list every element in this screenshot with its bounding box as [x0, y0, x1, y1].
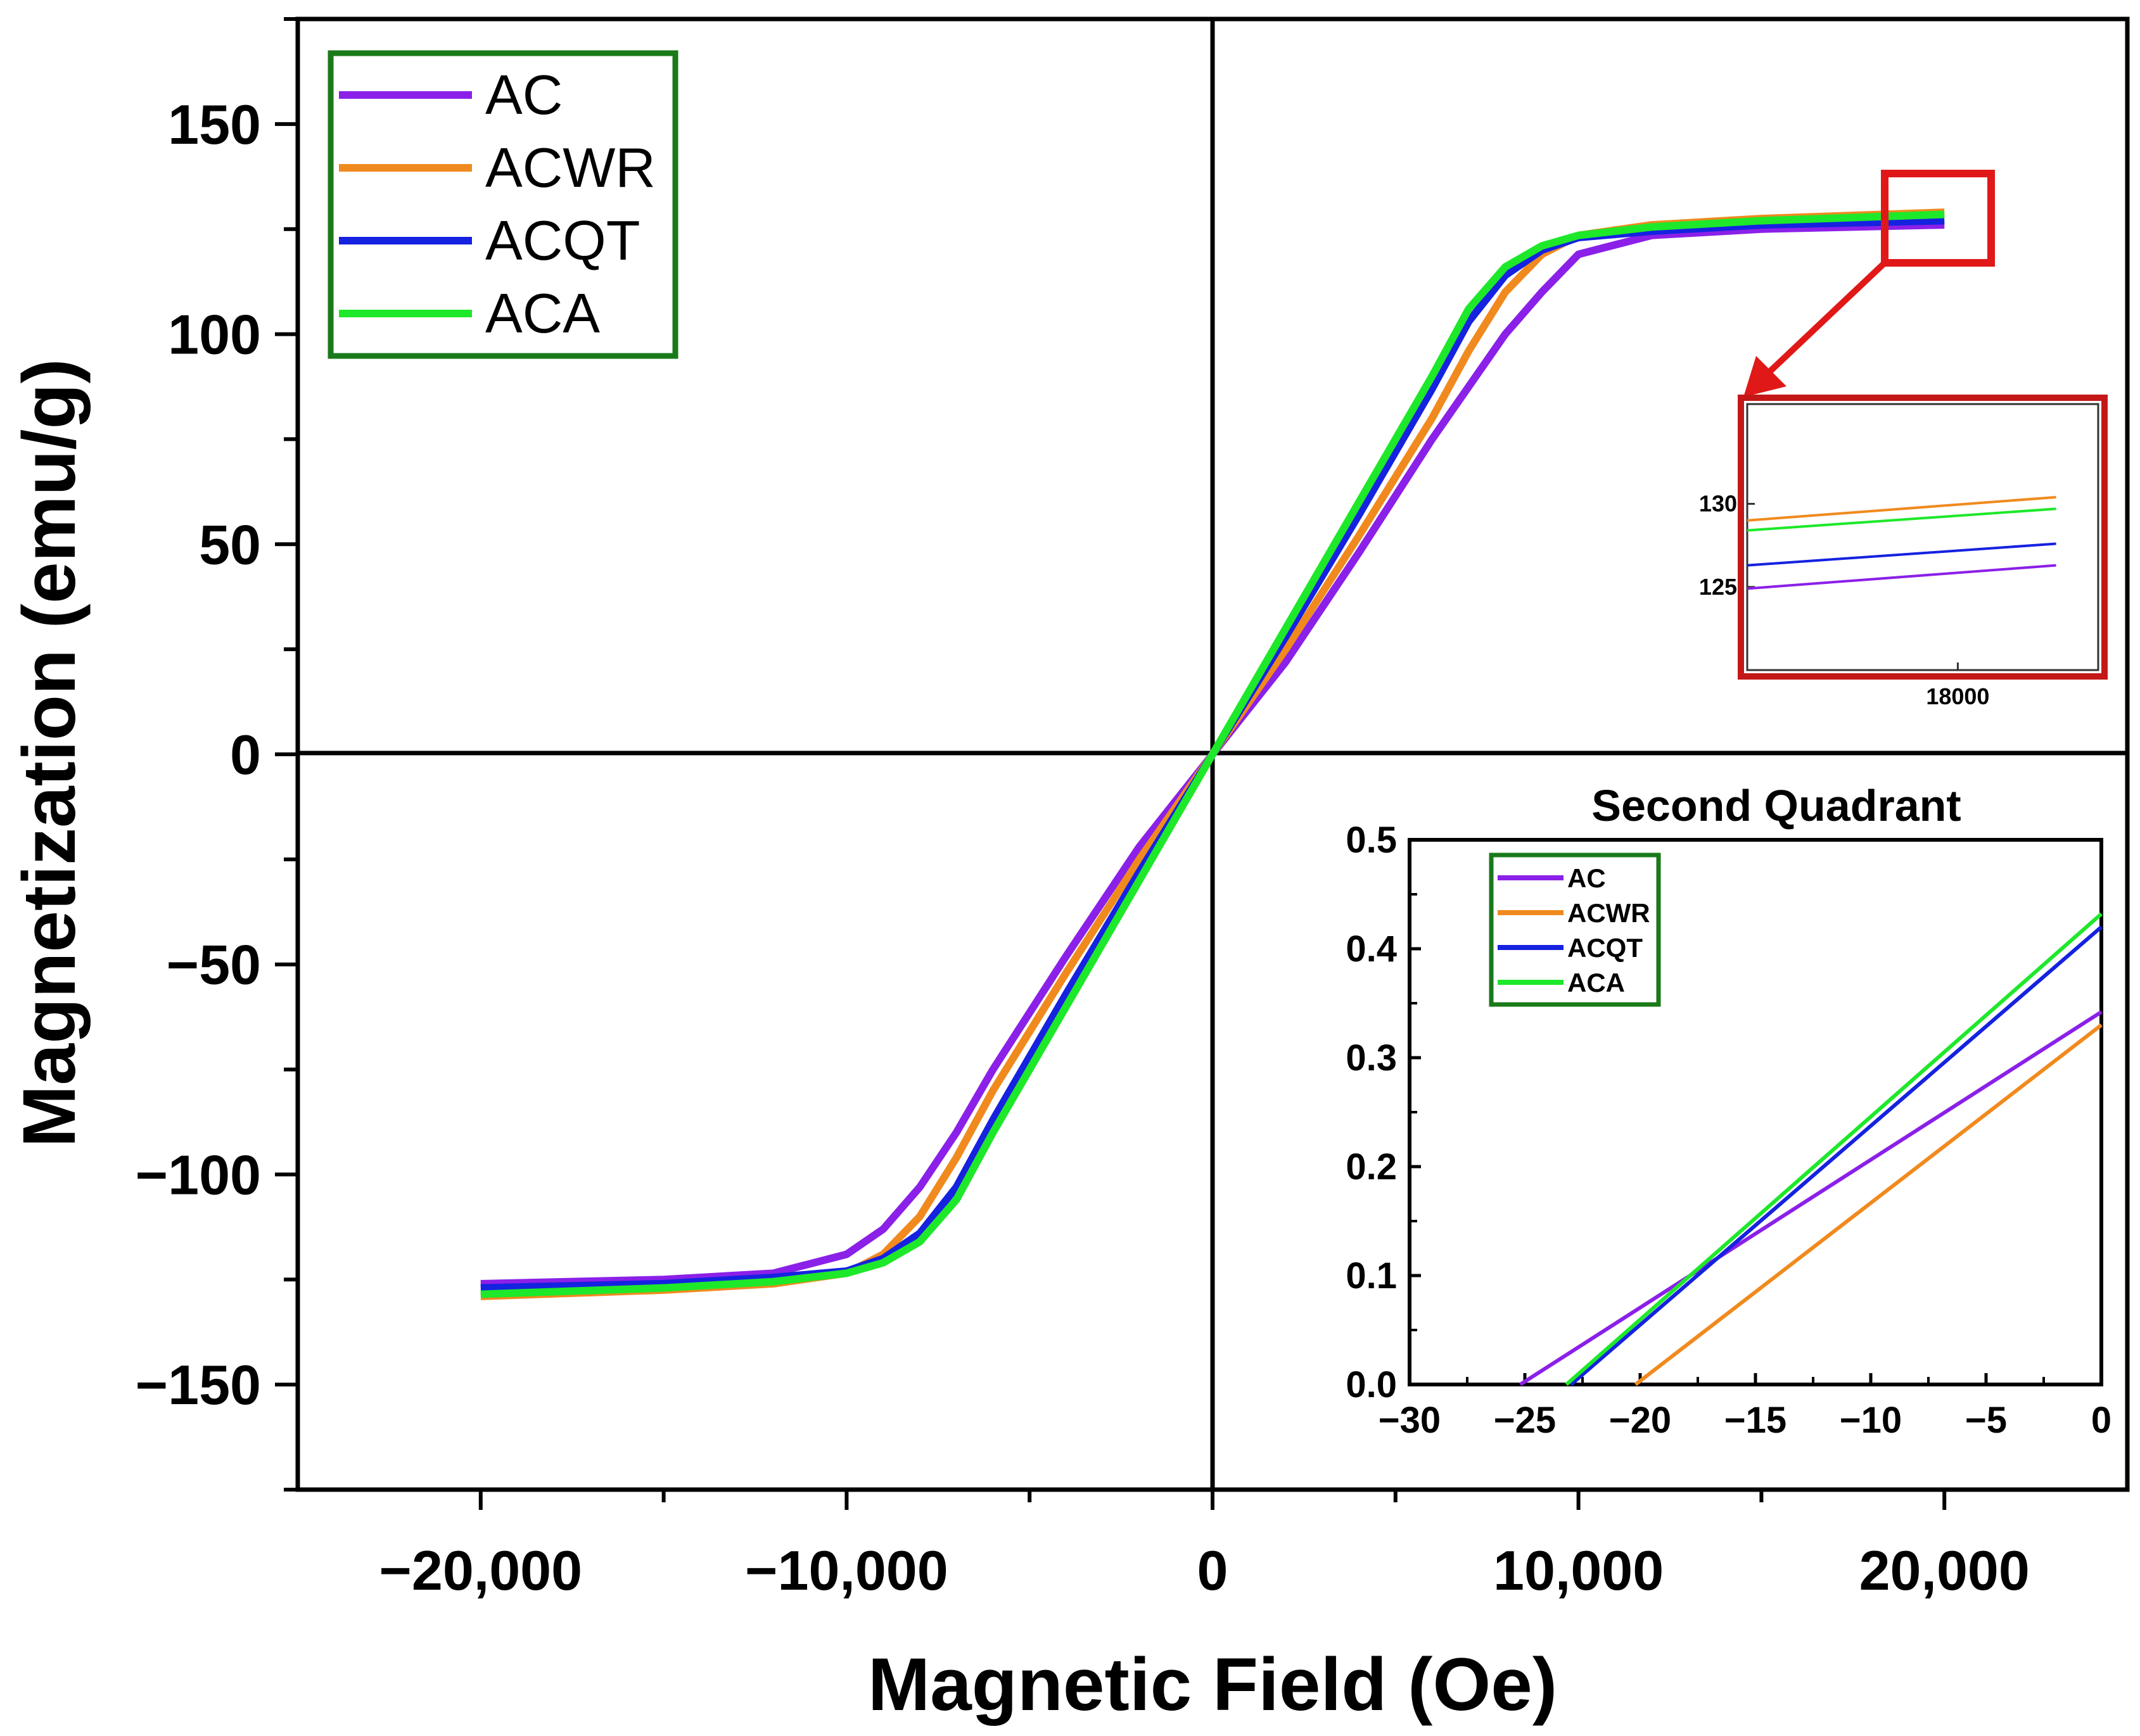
- quad-y-tick-label: 0.5: [1346, 820, 1397, 861]
- main-legend: AC ACWR ACQT ACA: [328, 50, 678, 359]
- quad-series-line-acqt: [1569, 925, 2103, 1386]
- quad-series-line-acwr: [1634, 1023, 2103, 1386]
- legend-label-aca: ACA: [485, 282, 600, 345]
- zoom-arrow-line: [1765, 260, 1887, 376]
- zoom-marker: [1743, 170, 1995, 397]
- zoom-inset: 130 125 18000: [1699, 395, 2108, 710]
- quad-x-tick-label: −20: [1609, 1400, 1671, 1441]
- zoom-series-line-acwr: [1747, 496, 2056, 522]
- quad-series-line-aca: [1565, 912, 2103, 1386]
- zoom-inset-inner-frame: [1746, 403, 2099, 671]
- x-tick-label: 20,000: [1859, 1539, 2030, 1602]
- quad-legend-label-ac: AC: [1567, 863, 1606, 893]
- quad-y-tick-label: 0.3: [1346, 1037, 1397, 1079]
- y-tick-label: 100: [168, 303, 261, 366]
- legend-label-ac: AC: [485, 63, 563, 126]
- y-tick-label: −100: [136, 1143, 261, 1206]
- zoom-region-box: [1881, 170, 1995, 267]
- zoom-series-line-aca: [1747, 507, 2056, 532]
- zoom-y-tick-label: 130: [1699, 491, 1737, 517]
- quad-y-tick-label: 0.1: [1346, 1255, 1397, 1296]
- quad-x-tick-label: −10: [1840, 1400, 1902, 1441]
- zoom-arrow-head: [1743, 356, 1787, 397]
- second-quadrant-legend: AC ACWR ACQT ACA: [1489, 852, 1661, 1007]
- main-plot: −20,000 −10,000 0 10,000 20,000150100500−50−…: [8, 16, 2130, 1726]
- x-tick-label: −10,000: [745, 1539, 948, 1602]
- quad-series-line-ac: [1519, 1010, 2103, 1386]
- zoom-x-tick-label: 18000: [1926, 683, 1989, 709]
- y-tick-label: 150: [168, 93, 261, 156]
- x-tick-label: 10,000: [1493, 1539, 1664, 1602]
- quad-y-tick-label: 0.4: [1346, 928, 1397, 970]
- y-tick-label: −150: [136, 1353, 261, 1416]
- main-legend-frame: [328, 50, 678, 359]
- quad-x-tick-label: −15: [1724, 1400, 1787, 1441]
- zoom-y-tick-label: 125: [1699, 574, 1737, 600]
- zoom-series-line-ac: [1747, 564, 2056, 590]
- legend-label-acwr: ACWR: [485, 136, 656, 199]
- quad-x-tick-label: −25: [1494, 1400, 1556, 1441]
- second-quadrant-series: [1519, 912, 2103, 1386]
- x-tick-label: −20,000: [379, 1539, 583, 1602]
- quad-y-tick-label: 0.2: [1346, 1146, 1397, 1188]
- second-quadrant-title: Second Quadrant: [1591, 781, 1961, 830]
- series-line-aca: [480, 210, 1945, 1298]
- quad-y-tick-label: 0.0: [1346, 1364, 1397, 1405]
- second-quadrant-ticks: 0.5 0.4 0.3 0.2 0.1 0.0−30 −25 −20 −15 −10 −5 0: [1346, 820, 2111, 1441]
- y-tick-label: −50: [167, 934, 261, 996]
- quad-x-tick-label: −30: [1379, 1400, 1441, 1441]
- quad-x-tick-label: −5: [1965, 1400, 2007, 1441]
- quad-legend-label-acqt: ACQT: [1567, 933, 1643, 963]
- zoom-inset-ticks: 130 125 18000: [1699, 491, 1990, 710]
- zoom-inset-frame: [1738, 395, 2108, 680]
- y-tick-label: 50: [199, 513, 261, 576]
- quad-x-tick-label: 0: [2091, 1400, 2111, 1441]
- legend-label-acqt: ACQT: [485, 209, 640, 272]
- main-series: [480, 208, 1945, 1300]
- main-ticks: −20,000 −10,000 0 10,000 20,000 150 100 50 0 −50 −…: [136, 17, 2030, 1602]
- zoom-series-line-acqt: [1747, 542, 2056, 567]
- quad-legend-label-acwr: ACWR: [1567, 898, 1650, 928]
- x-tick-label: 0: [1197, 1539, 1228, 1602]
- y-tick-label: 0: [230, 723, 261, 786]
- second-quadrant-inset: Second Quadrant 0.5 0.4 0.3 0.2 0.1 0.0−30 −25…: [1346, 781, 2111, 1441]
- y-axis-title: Magnetization (emu/g): [8, 358, 91, 1148]
- x-axis-title: Magnetic Field (Oe): [868, 1643, 1557, 1726]
- zoom-inset-series: [1747, 496, 2056, 590]
- quad-legend-label-aca: ACA: [1567, 968, 1625, 998]
